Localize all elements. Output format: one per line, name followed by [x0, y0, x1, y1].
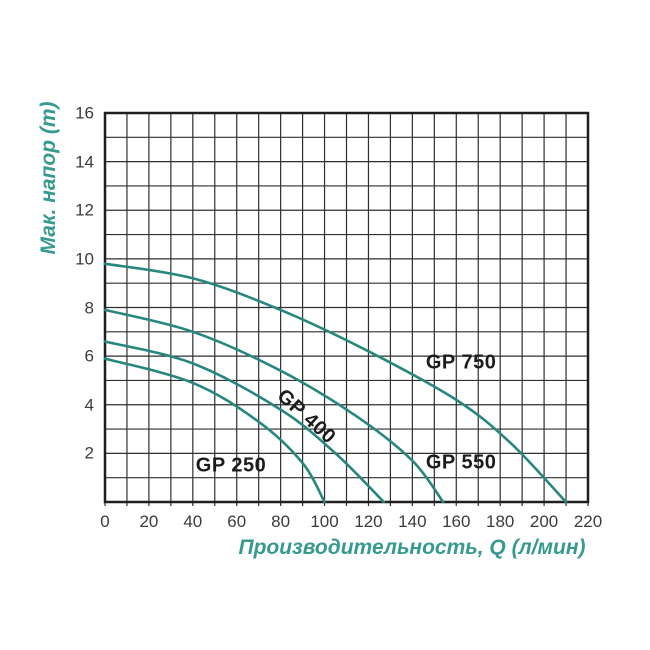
x-tick-label: 100	[310, 512, 339, 531]
y-tick-label: 8	[84, 298, 94, 317]
x-tick-label: 0	[100, 512, 110, 531]
y-tick-label: 12	[75, 200, 94, 220]
curve-gp-400	[103, 340, 386, 504]
curve-label-gp-250: GP 250	[195, 454, 267, 477]
curve-gp-550	[103, 308, 445, 504]
x-tick-label: 180	[485, 512, 515, 531]
x-tick-label: 20	[139, 512, 159, 531]
x-tick-label: 40	[183, 512, 203, 531]
x-tick-label: 220	[573, 512, 603, 531]
y-tick-label: 4	[84, 395, 94, 415]
curve-gp-750	[103, 262, 568, 504]
y-tick-label: 6	[84, 346, 94, 366]
x-tick-label: 200	[529, 512, 559, 531]
y-tick-label: 10	[75, 249, 94, 269]
y-axis-title: Мак. напор (m)	[37, 101, 60, 255]
plot-border	[103, 111, 590, 504]
y-tick-label: 16	[75, 103, 94, 123]
x-axis-title: Производительность, Q (л/мин)	[238, 536, 586, 559]
x-tick-label: 80	[271, 512, 291, 531]
y-tick-label: 2	[84, 443, 94, 463]
x-tick-label: 160	[442, 512, 471, 531]
y-tick-label: 14	[75, 152, 94, 172]
x-tick-label: 120	[354, 512, 383, 531]
curve-label-gp-550: GP 550	[425, 451, 497, 474]
x-tick-label: 60	[227, 512, 247, 531]
x-tick-label: 140	[398, 512, 427, 531]
curve-label-gp-750: GP 750	[425, 351, 497, 374]
curve-gp-250	[103, 357, 326, 504]
